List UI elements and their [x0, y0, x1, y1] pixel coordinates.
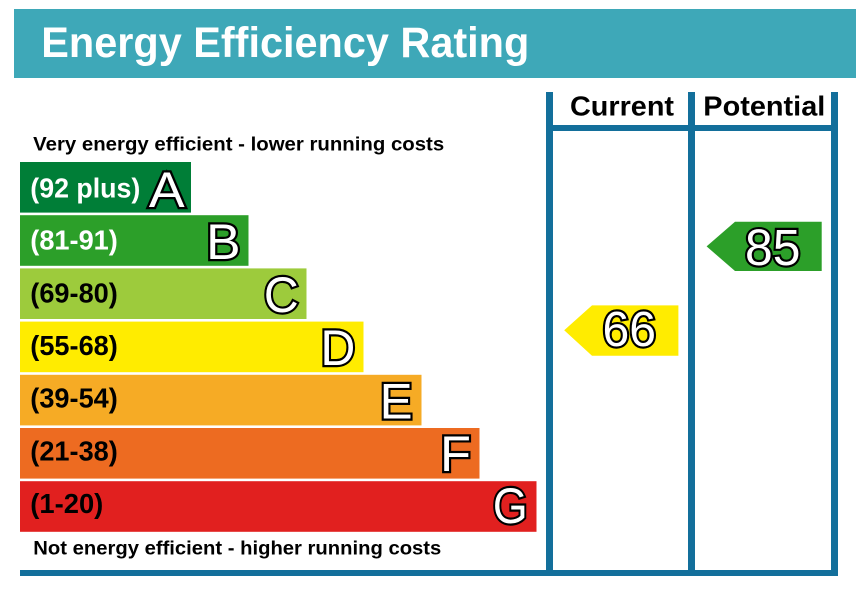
svg-text:Not energy efficient - higher: Not energy efficient - higher running co… — [33, 538, 441, 560]
svg-text:(1-20): (1-20) — [30, 488, 103, 519]
svg-text:Very energy efficient - lower: Very energy efficient - lower running co… — [33, 134, 444, 156]
svg-text:(69-80): (69-80) — [30, 278, 118, 309]
svg-text:Current: Current — [570, 90, 674, 121]
svg-text:Energy Efficiency Rating: Energy Efficiency Rating — [41, 19, 529, 67]
svg-text:D: D — [321, 319, 356, 376]
svg-text:(92 plus): (92 plus) — [30, 173, 140, 204]
svg-text:(39-54): (39-54) — [30, 383, 118, 414]
svg-text:(55-68): (55-68) — [30, 330, 118, 361]
svg-text:(21-38): (21-38) — [30, 435, 118, 466]
svg-text:A: A — [149, 161, 185, 218]
svg-text:F: F — [440, 425, 471, 482]
svg-text:E: E — [380, 372, 413, 429]
svg-text:85: 85 — [745, 219, 800, 276]
svg-text:66: 66 — [603, 303, 657, 357]
svg-text:B: B — [206, 213, 240, 270]
svg-text:G: G — [493, 477, 528, 534]
svg-text:Potential: Potential — [703, 90, 825, 121]
svg-text:C: C — [264, 266, 299, 323]
svg-text:(81-91): (81-91) — [30, 224, 118, 255]
